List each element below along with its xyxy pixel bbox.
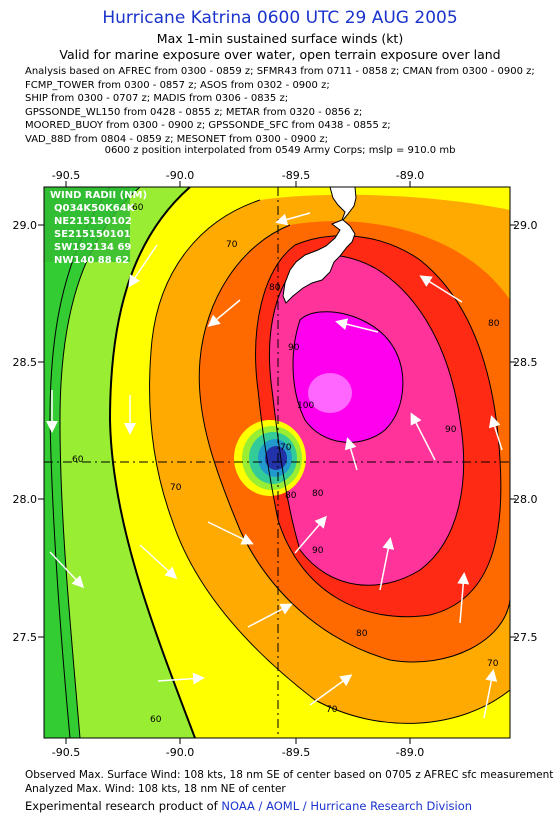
lon-tick-label: -90.0 — [166, 746, 194, 759]
source-line: GPSSONDE_WL150 from 0428 - 0855 z; METAR… — [25, 106, 363, 118]
latitude-labels-right: 29.0 28.5 28.0 27.5 — [513, 219, 538, 644]
contour-line — [148, 199, 510, 724]
lat-tick-label: 28.0 — [13, 493, 38, 506]
contour-label: 90 — [312, 546, 324, 556]
source-line: Analysis based on AFREC from 0300 - 0859… — [25, 66, 535, 77]
wind-vector — [419, 275, 463, 303]
lon-tick-label: -89.5 — [282, 746, 310, 759]
contour-label: 70 — [487, 659, 499, 669]
wind-vector — [379, 537, 395, 591]
wind-vector — [247, 603, 293, 628]
wind-vector — [49, 551, 85, 589]
map-subtitle: Max 1-min sustained surface winds (kt) — [156, 31, 404, 46]
contour-label: 60 — [132, 203, 144, 213]
analysis-sources: Analysis based on AFREC from 0300 - 0859… — [25, 65, 555, 147]
wind-map: 60 60 60 70 70 70 70 80 80 80 80 90 90 9… — [13, 169, 538, 759]
contour-label: 70 — [326, 705, 338, 715]
lat-tick-label: 28.5 — [13, 356, 38, 369]
latitude-labels-left: 29.0 28.5 28.0 27.5 — [13, 219, 38, 644]
tick-marks — [38, 181, 516, 744]
contour-labels: 60 60 60 70 70 70 70 80 80 80 80 90 90 9… — [72, 203, 500, 725]
contour-label: 80 — [285, 491, 297, 501]
wind-vector — [207, 299, 241, 327]
analyzed-max-wind: Analyzed Max. Wind: 108 kts, 18 nm NE of… — [25, 783, 286, 795]
wind-radii-row: NW140 88 62 — [54, 255, 129, 266]
lon-tick-label: -90.5 — [52, 169, 80, 182]
contour-label: 70 — [170, 483, 182, 493]
lon-tick-label: -89.0 — [396, 169, 424, 182]
wind-vector — [157, 672, 205, 685]
wind-vector — [139, 544, 178, 580]
contour-line — [108, 187, 196, 738]
wind-radii-row: NE215150102 — [54, 216, 132, 227]
wind-vector — [335, 318, 379, 333]
source-line: FCMP_TOWER from 0300 - 0857 z; ASOS from… — [25, 79, 330, 91]
wind-radii-table: WIND RADII (NM) Q034K50K64K NE215150102 … — [50, 190, 147, 266]
contour-label: 70 — [226, 240, 238, 250]
credit-line: Experimental research product of NOAA / … — [25, 799, 472, 813]
longitude-labels-top: -90.5 -90.0 -89.5 -89.0 — [52, 169, 424, 182]
map-title: Hurricane Katrina 0600 UTC 29 AUG 2005 — [102, 8, 458, 28]
lon-tick-label: -90.5 — [52, 746, 80, 759]
wind-radii-row: SW192134 69 — [54, 242, 131, 253]
source-line: MOORED_BUOY from 0300 - 0900 z; GPSSONDE… — [25, 120, 391, 132]
position-note: 0600 z position interpolated from 0549 A… — [104, 145, 456, 156]
contour-label: 80 — [356, 629, 368, 639]
credit-prefix: Experimental research product of — [25, 799, 222, 813]
lat-tick-label: 27.5 — [13, 631, 38, 644]
lon-tick-label: -90.0 — [166, 169, 194, 182]
contour-label: 70 — [280, 443, 292, 453]
wind-field: 60 60 60 70 70 70 70 80 80 80 80 90 90 9… — [44, 187, 510, 738]
contour-label: 60 — [72, 455, 84, 465]
wind-radii-title: WIND RADII (NM) — [50, 190, 147, 201]
wind-vector — [488, 415, 503, 451]
credit-organization-link[interactable]: NOAA / AOML / Hurricane Research Divisio… — [221, 799, 473, 813]
wind-vector — [207, 521, 254, 545]
wind-vector — [457, 572, 470, 624]
wind-vector — [294, 515, 327, 554]
wind-max-core — [308, 373, 352, 413]
wind-radii-row: SE215150101 — [54, 229, 131, 240]
wind-radii-box — [44, 187, 130, 262]
contour-label: 80 — [488, 319, 500, 329]
lat-tick-label: 27.5 — [513, 631, 538, 644]
map-frame — [43, 186, 511, 739]
source-line: VAD_88D from 0804 - 0859 z; MESONET from… — [25, 133, 328, 145]
contour-label: 80 — [312, 489, 324, 499]
wind-vector — [344, 437, 358, 471]
contour-label: 90 — [288, 343, 300, 353]
contour-label: 60 — [150, 715, 162, 725]
contour-label: 90 — [445, 425, 457, 435]
longitude-labels-bottom: -90.5 -90.0 -89.5 -89.0 — [52, 746, 424, 759]
contour-line — [268, 254, 465, 586]
wind-vector — [309, 674, 353, 706]
contour-line — [292, 311, 404, 443]
contour-label: 80 — [269, 283, 281, 293]
lat-tick-label: 28.5 — [513, 356, 538, 369]
validity-note: Valid for marine exposure over water, op… — [59, 47, 501, 62]
lat-tick-label: 29.0 — [13, 219, 38, 232]
wind-vector — [128, 244, 158, 288]
wind-vector — [410, 412, 436, 461]
contour-line — [255, 235, 502, 618]
contour-line — [49, 187, 111, 738]
wind-radii-row: Q034K50K64K — [54, 203, 136, 214]
wind-vector — [483, 669, 498, 719]
wind-vectors — [46, 212, 503, 719]
lat-tick-label: 29.0 — [513, 219, 538, 232]
wind-vector — [275, 212, 311, 226]
lon-tick-label: -89.0 — [396, 746, 424, 759]
lon-tick-label: -89.5 — [282, 169, 310, 182]
observed-max-wind: Observed Max. Surface Wind: 108 kts, 18 … — [25, 769, 554, 781]
lat-tick-label: 28.0 — [513, 493, 538, 506]
coastline — [282, 187, 357, 304]
contour-label: 100 — [297, 401, 314, 411]
contour-line — [198, 224, 510, 663]
source-line: SHIP from 0300 - 0707 z; MADIS from 0306… — [25, 93, 289, 105]
